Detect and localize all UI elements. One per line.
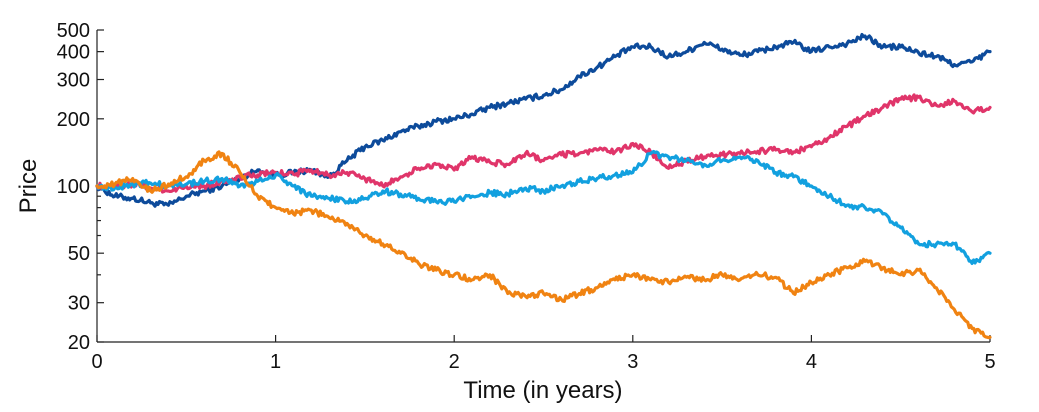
chart-series xyxy=(95,32,992,340)
y-tick-label: 200 xyxy=(57,109,90,131)
x-tick-label: 4 xyxy=(806,351,817,373)
x-tick-label: 1 xyxy=(270,351,281,373)
y-tick-label: 30 xyxy=(68,293,90,315)
x-tick-label: 2 xyxy=(449,351,460,373)
y-tick-label: 50 xyxy=(68,243,90,265)
series-line-3 xyxy=(95,149,992,265)
y-tick-label: 500 xyxy=(57,20,90,42)
y-tick-label: 300 xyxy=(57,70,90,92)
x-axis-title: Time (in years) xyxy=(463,377,622,404)
y-tick-label: 20 xyxy=(68,332,90,354)
y-tick-label: 100 xyxy=(57,176,90,198)
x-tick-label: 0 xyxy=(91,351,102,373)
x-tick-label: 3 xyxy=(627,351,638,373)
y-axis-title: Price xyxy=(15,159,42,214)
y-tick-label: 400 xyxy=(57,42,90,64)
series-line-4 xyxy=(95,150,992,340)
x-tick-label: 5 xyxy=(984,351,995,373)
series-line-2 xyxy=(95,93,992,194)
